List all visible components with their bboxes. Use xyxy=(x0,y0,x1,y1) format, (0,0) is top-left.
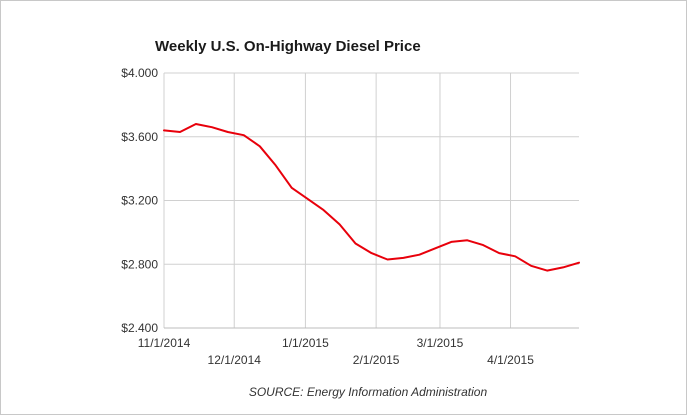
series-layer xyxy=(164,124,579,271)
x-tick-label: 3/1/2015 xyxy=(417,336,464,350)
y-tick-label: $2.800 xyxy=(121,257,158,271)
y-tick-label: $3.200 xyxy=(121,194,158,208)
series-line-diesel-price xyxy=(164,124,579,271)
x-tick-label: 4/1/2015 xyxy=(487,353,534,367)
y-tick-label: $2.400 xyxy=(121,321,158,335)
x-tick-label: 2/1/2015 xyxy=(353,353,400,367)
chart-title: Weekly U.S. On-Highway Diesel Price xyxy=(155,38,421,55)
y-tick-label: $4.000 xyxy=(121,66,158,80)
x-tick-label: 12/1/2014 xyxy=(208,353,262,367)
x-tick-label: 1/1/2015 xyxy=(282,336,329,350)
x-tick-label: 11/1/2014 xyxy=(138,336,191,350)
grid xyxy=(164,73,579,328)
y-tick-label: $3.600 xyxy=(121,130,158,144)
chart-source: SOURCE: Energy Information Administratio… xyxy=(249,385,488,399)
